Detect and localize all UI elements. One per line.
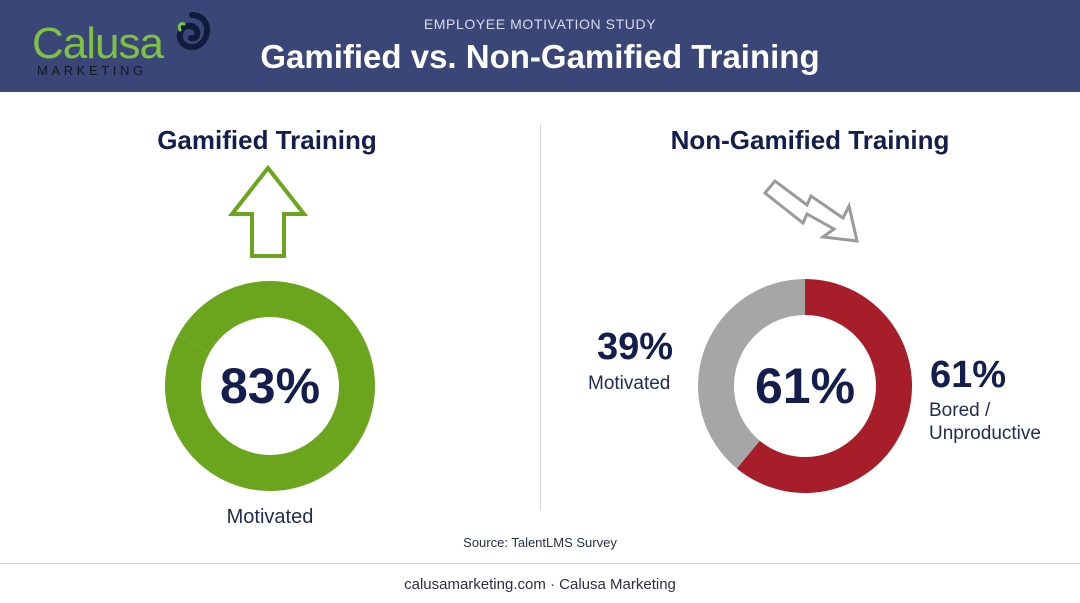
- header-banner: Calusa MARKETING EMPLOYEE MOTIVATION STU…: [0, 0, 1080, 92]
- calusa-logo[interactable]: Calusa MARKETING: [28, 12, 218, 82]
- source-note: Source: TalentLMS Survey: [463, 535, 617, 550]
- non-gamified-title: Non-Gamified Training: [670, 125, 950, 155]
- motivated-text-label: Motivated: [588, 373, 671, 394]
- bored-pct-label: 61%: [930, 354, 1007, 396]
- gamified-caption: Motivated: [226, 506, 314, 528]
- gamified-center-value: 83%: [219, 358, 321, 414]
- gamified-title: Gamified Training: [157, 125, 377, 155]
- nautilus-shell-icon: [176, 12, 210, 51]
- non-gamified-slice-1: [698, 279, 805, 469]
- gamified-slice-0: [165, 281, 375, 491]
- logo-tagline: MARKETING: [37, 63, 147, 78]
- eyebrow-label: EMPLOYEE MOTIVATION STUDY: [423, 16, 657, 32]
- footer-divider: [0, 563, 1080, 564]
- footer-text[interactable]: calusamarketing.com · Calusa Marketing: [404, 576, 676, 593]
- non-gamified-center-value: 61%: [754, 358, 856, 414]
- zigzag-arrow-down-icon: [762, 178, 859, 243]
- bored-text-label: Bored / Unproductive: [929, 400, 1041, 444]
- gamified-donut: [165, 281, 375, 491]
- logo-wordmark: Calusa: [32, 19, 164, 68]
- section-divider: [540, 124, 541, 510]
- motivated-pct-label: 39%: [597, 326, 674, 368]
- gamified-slice-1: [177, 281, 270, 353]
- arrow-up-outline-icon: [227, 164, 309, 258]
- non-gamified-donut: [698, 279, 912, 493]
- page-title: Gamified vs. Non-Gamified Training: [260, 38, 820, 75]
- non-gamified-slice-0: [736, 279, 912, 493]
